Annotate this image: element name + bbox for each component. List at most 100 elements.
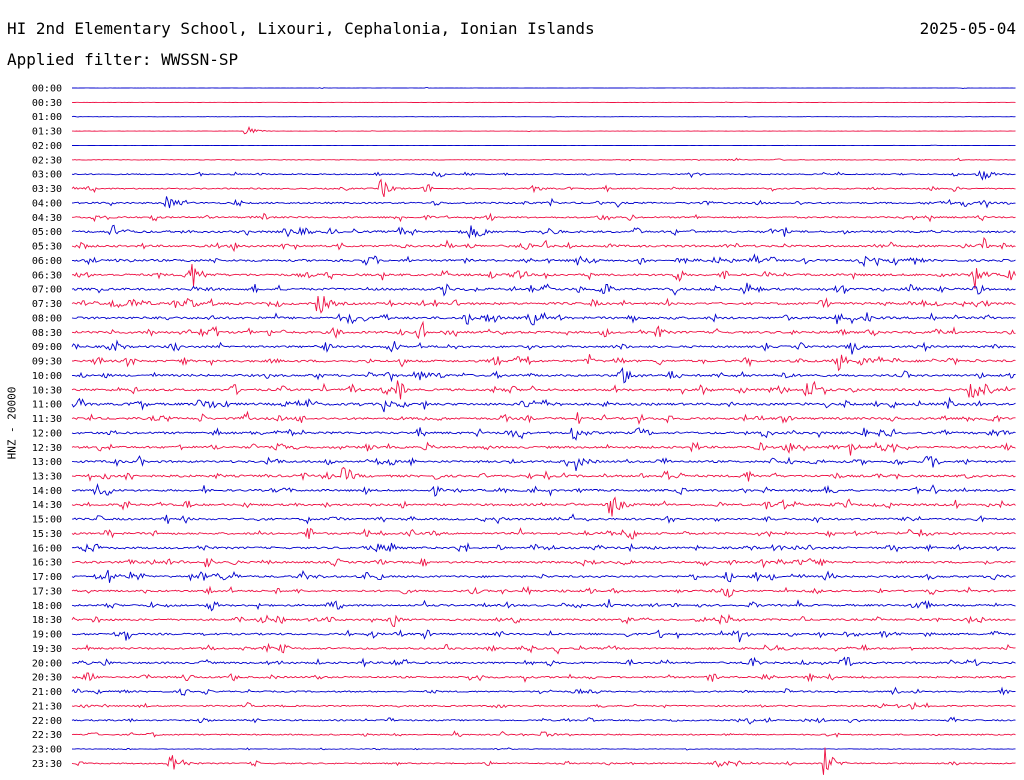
trace-row [71,542,1016,553]
trace-row [71,642,1016,655]
trace-row [71,427,1016,441]
trace-row [71,311,1016,326]
trace-row [71,224,1016,239]
trace-row [71,613,1016,628]
row-label: 16:00 [32,543,62,554]
trace-row [71,380,1016,400]
trace-row [72,455,1016,472]
trace-row [71,296,1016,314]
row-label: 09:00 [32,342,62,353]
filter-label: Applied filter: WWSSN-SP [7,50,239,69]
row-label: 00:30 [32,98,62,109]
trace-row [71,585,1016,598]
row-label: 14:30 [32,500,62,511]
row-label: 10:00 [32,371,62,382]
trace-row [71,170,1016,181]
trace-row [72,212,1016,223]
row-label: 03:30 [32,184,62,195]
trace-row [71,747,1016,775]
row-label: 18:00 [32,601,62,612]
row-label: 14:00 [32,486,62,497]
row-label: 04:30 [32,213,62,224]
trace-row [71,367,1016,384]
row-label: 06:30 [32,270,62,281]
trace-row [72,672,1016,683]
row-label: 04:00 [32,198,62,209]
trace-row [71,686,1016,696]
trace-row [71,747,1016,751]
trace-row [71,236,1016,253]
row-label: 07:00 [32,285,62,296]
row-label: 00:00 [32,84,62,95]
row-label: 22:30 [32,730,62,741]
trace-row [71,144,1016,147]
row-label: 15:00 [32,515,62,526]
row-labels: 00:00 00:30 01:00 01:30 02:00 02:30 03:00 03:30… [32,84,62,770]
trace-row [71,157,1016,162]
row-label: 20:00 [32,658,62,669]
row-label: 13:30 [32,471,62,482]
row-label: 23:30 [32,759,62,770]
trace-row [71,557,1016,569]
row-label: 01:00 [32,112,62,123]
row-label: 11:30 [32,414,62,425]
row-label: 20:30 [32,673,62,684]
trace-row [71,569,1016,583]
trace-row [71,656,1016,668]
row-label: 05:30 [32,242,62,253]
row-label: 10:30 [32,385,62,396]
trace-row [71,701,1016,710]
trace-row [71,496,1016,517]
trace-row [71,178,1016,198]
trace-row [71,282,1016,297]
row-label: 15:30 [32,529,62,540]
trace-row [71,320,1016,340]
row-label: 07:30 [32,299,62,310]
row-label: 22:00 [32,716,62,727]
row-label: 05:00 [32,227,62,238]
trace-row [71,483,1016,497]
row-label: 17:00 [32,572,62,583]
trace-row [72,87,1016,89]
traces [71,87,1016,775]
row-label: 11:00 [32,400,62,411]
trace-row [71,410,1016,425]
trace-row [71,339,1016,355]
row-label: 13:00 [32,457,62,468]
row-label: 12:30 [32,443,62,454]
row-label: 23:00 [32,745,62,756]
row-label: 06:00 [32,256,62,267]
trace-row [71,513,1016,525]
trace-row [71,599,1016,612]
row-label: 01:30 [32,127,62,138]
station-title: HI 2nd Elementary School, Lixouri, Cepha… [7,19,595,38]
row-label: 02:30 [32,155,62,166]
row-label: 17:30 [32,586,62,597]
trace-row [71,466,1016,482]
trace-row [71,264,1016,289]
row-label: 12:00 [32,428,62,439]
row-label: 19:00 [32,630,62,641]
trace-row [71,441,1016,456]
trace-row [71,196,1016,209]
trace-row [71,730,1016,738]
trace-row [72,354,1016,372]
trace-row [71,101,1016,104]
row-label: 21:00 [32,687,62,698]
row-label: 21:30 [32,701,62,712]
trace-row [71,629,1016,643]
row-label: 08:00 [32,313,62,324]
trace-row [71,527,1016,540]
trace-row [71,253,1016,268]
trace-row [71,396,1016,413]
row-label: 02:00 [32,141,62,152]
trace-row [72,125,1016,135]
row-label: 19:30 [32,644,62,655]
row-label: 16:30 [32,558,62,569]
date-label: 2025-05-04 [919,19,1016,38]
row-label: 18:30 [32,615,62,626]
row-label: 08:30 [32,328,62,339]
row-label: 03:00 [32,170,62,181]
trace-row [71,115,1016,118]
